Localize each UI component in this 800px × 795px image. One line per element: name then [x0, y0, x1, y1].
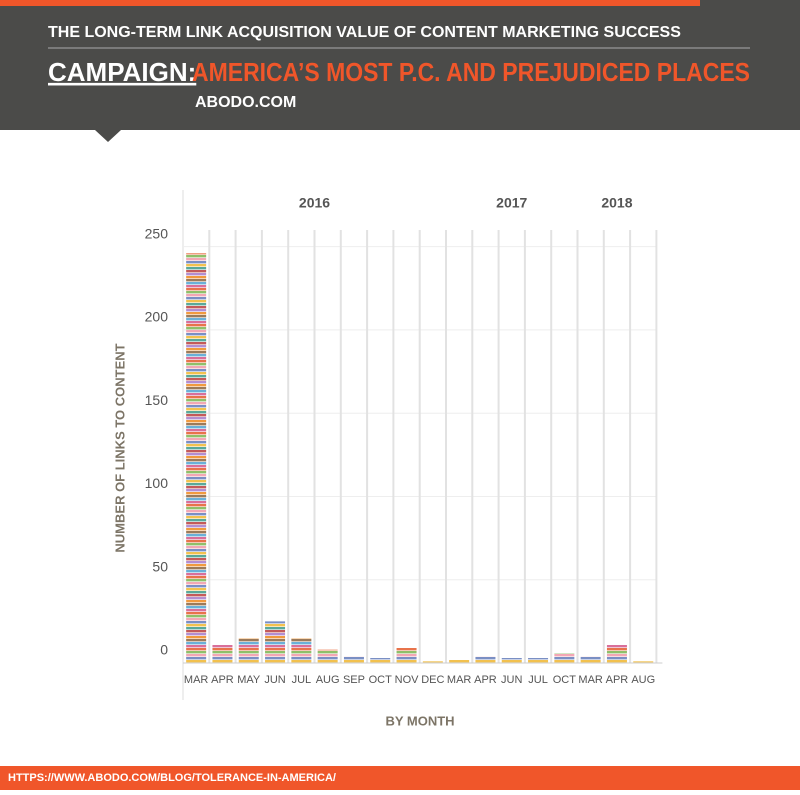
bar	[396, 648, 417, 663]
bar	[422, 661, 443, 663]
bar	[370, 658, 391, 663]
x-tick-label: AUG	[316, 674, 340, 686]
bar	[580, 656, 601, 663]
bar	[238, 638, 259, 663]
header-pointer	[95, 130, 121, 142]
x-tick-label: MAR	[578, 674, 603, 686]
x-tick-label: MAY	[237, 674, 261, 686]
header-stripe	[0, 0, 700, 6]
year-label: 2016	[299, 195, 330, 211]
bar	[343, 656, 364, 663]
bar	[186, 253, 207, 664]
campaign-name: AMERICA’S MOST P.C. AND PREJUDICED PLACE…	[192, 57, 750, 87]
bar	[265, 621, 286, 663]
y-axis-label: NUMBER OF LINKS TO CONTENT	[112, 343, 127, 552]
x-tick-label: OCT	[369, 674, 393, 686]
x-tick-label: JUL	[292, 674, 312, 686]
bar	[291, 638, 312, 663]
bar	[501, 658, 522, 663]
bar	[554, 653, 575, 663]
x-tick-label: NOV	[395, 674, 420, 686]
year-label: 2017	[496, 195, 527, 211]
bar	[449, 659, 470, 663]
x-tick-label: JUN	[501, 674, 522, 686]
footer-url: HTTPS://WWW.ABODO.COM/BLOG/TOLERANCE-IN-…	[8, 772, 336, 784]
bar	[212, 644, 233, 663]
campaign-label: CAMPAIGN:	[48, 57, 196, 87]
x-tick-label: AUG	[631, 674, 655, 686]
y-tick-label: 250	[145, 225, 169, 241]
x-axis-label: BY MONTH	[385, 713, 454, 728]
y-tick-label: 0	[160, 642, 168, 658]
y-tick-label: 150	[145, 392, 169, 408]
x-tick-label: APR	[606, 674, 629, 686]
x-tick-label: APR	[474, 674, 497, 686]
x-tick-label: MAR	[184, 674, 209, 686]
header-title: THE LONG-TERM LINK ACQUISITION VALUE OF …	[48, 24, 681, 41]
bar	[317, 649, 338, 663]
year-label: 2018	[601, 195, 632, 211]
x-tick-label: OCT	[553, 674, 577, 686]
bar	[606, 644, 627, 663]
y-tick-label: 200	[145, 309, 169, 325]
x-tick-label: MAR	[447, 674, 472, 686]
y-tick-label: 50	[152, 558, 168, 574]
header-source: ABODO.COM	[195, 94, 296, 111]
y-tick-label: 100	[145, 475, 169, 491]
x-tick-label: APR	[211, 674, 234, 686]
bar	[475, 656, 496, 663]
x-tick-label: DEC	[421, 674, 444, 686]
header-band	[0, 0, 800, 130]
footer-band	[0, 766, 800, 790]
x-tick-label: SEP	[343, 674, 365, 686]
bar	[633, 661, 654, 663]
x-tick-label: JUL	[528, 674, 548, 686]
x-tick-label: JUN	[264, 674, 285, 686]
bar	[528, 658, 549, 663]
